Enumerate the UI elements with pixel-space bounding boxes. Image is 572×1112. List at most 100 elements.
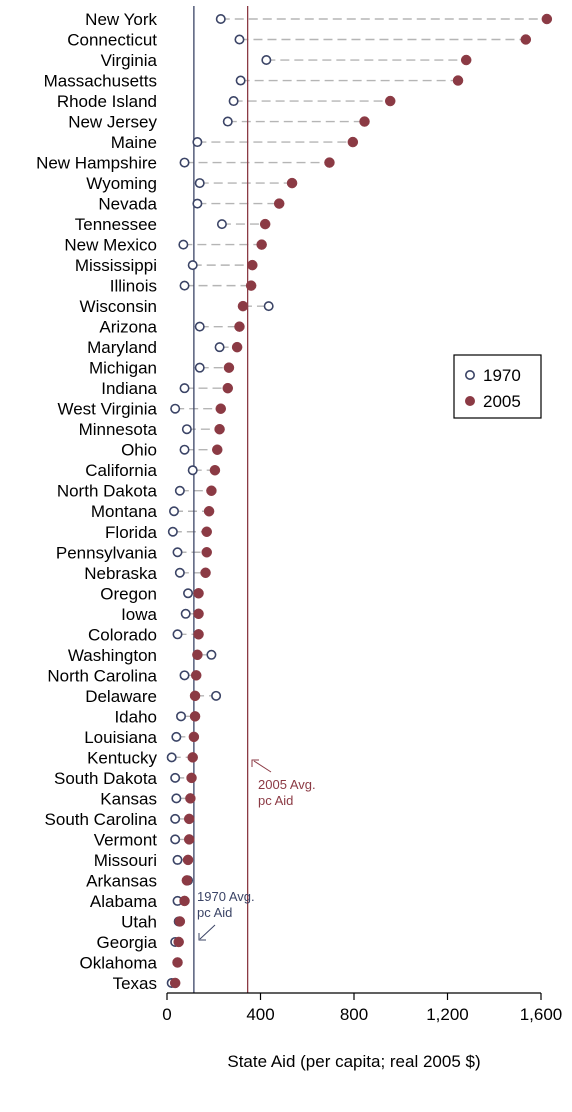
state-label: Oklahoma [80,953,158,972]
state-label: South Dakota [54,769,158,788]
state-label: Georgia [97,933,158,952]
point-1970 [211,690,222,701]
annotation-2005-line2: pc Aid [258,793,293,808]
state-label: Missouri [94,851,157,870]
point-1970 [216,219,227,230]
state-label: Arizona [99,318,157,337]
point-2005 [183,834,195,845]
point-2005 [206,485,217,496]
point-1970 [176,711,187,722]
point-2005 [193,629,204,640]
point-2005 [189,690,201,702]
point-2005 [193,588,204,599]
x-tick-label: 1,200 [426,1005,469,1024]
state-label: Oregon [100,584,157,603]
point-1970 [169,506,180,517]
state-label: Pennsylvania [56,543,158,562]
point-2005 [190,670,202,681]
state-label: Wisconsin [80,297,157,316]
state-label: Washington [68,646,157,665]
point-1970 [170,834,181,845]
point-1970 [171,793,182,804]
state-label: Maine [111,133,157,152]
point-1970 [222,116,233,127]
point-1970 [215,14,226,24]
point-2005 [452,75,464,86]
state-label: Kansas [100,789,157,808]
point-1970 [172,547,183,558]
state-label: West Virginia [57,400,157,419]
legend-marker-1970 [464,369,475,380]
x-axis-title: State Aid (per capita; real 2005 $) [227,1052,480,1071]
point-1970 [181,424,192,435]
state-label: Illinois [110,277,157,296]
state-label: Texas [113,974,157,993]
point-2005 [173,936,184,948]
x-tick-label: 400 [246,1005,274,1024]
state-label: Vermont [94,830,158,849]
point-1970 [183,588,194,599]
point-2005 [201,547,212,558]
state-label: North Dakota [57,482,158,501]
state-label: Michigan [89,359,157,378]
state-label: Tennessee [75,215,157,234]
state-label: Wyoming [86,174,157,193]
point-2005 [324,157,335,168]
state-label: Kentucky [87,748,157,767]
point-2005 [214,423,225,435]
point-2005 [192,649,203,661]
state-label: New Hampshire [36,154,157,173]
point-1970 [194,178,205,189]
point-1970 [179,383,190,394]
point-1970 [206,649,217,660]
point-2005 [460,54,472,66]
point-1970 [187,260,198,271]
point-2005 [185,793,196,804]
point-2005 [256,239,267,250]
point-2005 [188,731,200,743]
point-1970 [170,813,181,824]
point-2005 [347,136,359,148]
point-1970 [194,362,205,373]
arrow-2005-head [251,759,259,767]
arrow-1970-shaft [199,924,216,940]
point-1970 [234,34,245,45]
arrow-1970-head [198,933,206,941]
state-label: Rhode Island [57,92,157,111]
state-label: South Carolina [45,810,158,829]
point-2005 [273,198,285,209]
state-label: Nebraska [84,564,157,583]
state-label: Arkansas [86,871,157,890]
legend-marker-2005 [465,396,475,406]
point-2005 [203,505,215,517]
annotation-1970-line2: pc Aid [197,905,232,920]
point-2005 [182,854,194,866]
state-label: Idaho [114,707,157,726]
point-1970 [171,731,182,742]
state-label: California [85,461,157,480]
annotation-2005-line1: 2005 Avg. [258,777,316,792]
point-2005 [520,34,532,45]
state-label: Ohio [121,441,157,460]
point-1970 [192,137,203,148]
point-2005 [245,280,257,291]
state-label: Massachusetts [44,72,157,91]
state-label: Florida [105,523,158,542]
point-2005 [223,362,235,373]
legend: 1970 2005 [453,354,542,419]
state-label: Alabama [90,892,158,911]
state-label: Utah [121,912,157,931]
state-label: Nevada [98,195,157,214]
state-label: Indiana [101,379,157,398]
x-tick-label: 1,600 [520,1005,563,1024]
point-1970 [261,55,272,66]
point-1970 [180,608,191,619]
point-1970 [167,526,178,537]
point-2005 [237,300,249,312]
point-2005 [541,13,553,25]
point-1970 [172,854,183,865]
point-1970 [174,567,185,578]
point-2005 [259,218,271,230]
